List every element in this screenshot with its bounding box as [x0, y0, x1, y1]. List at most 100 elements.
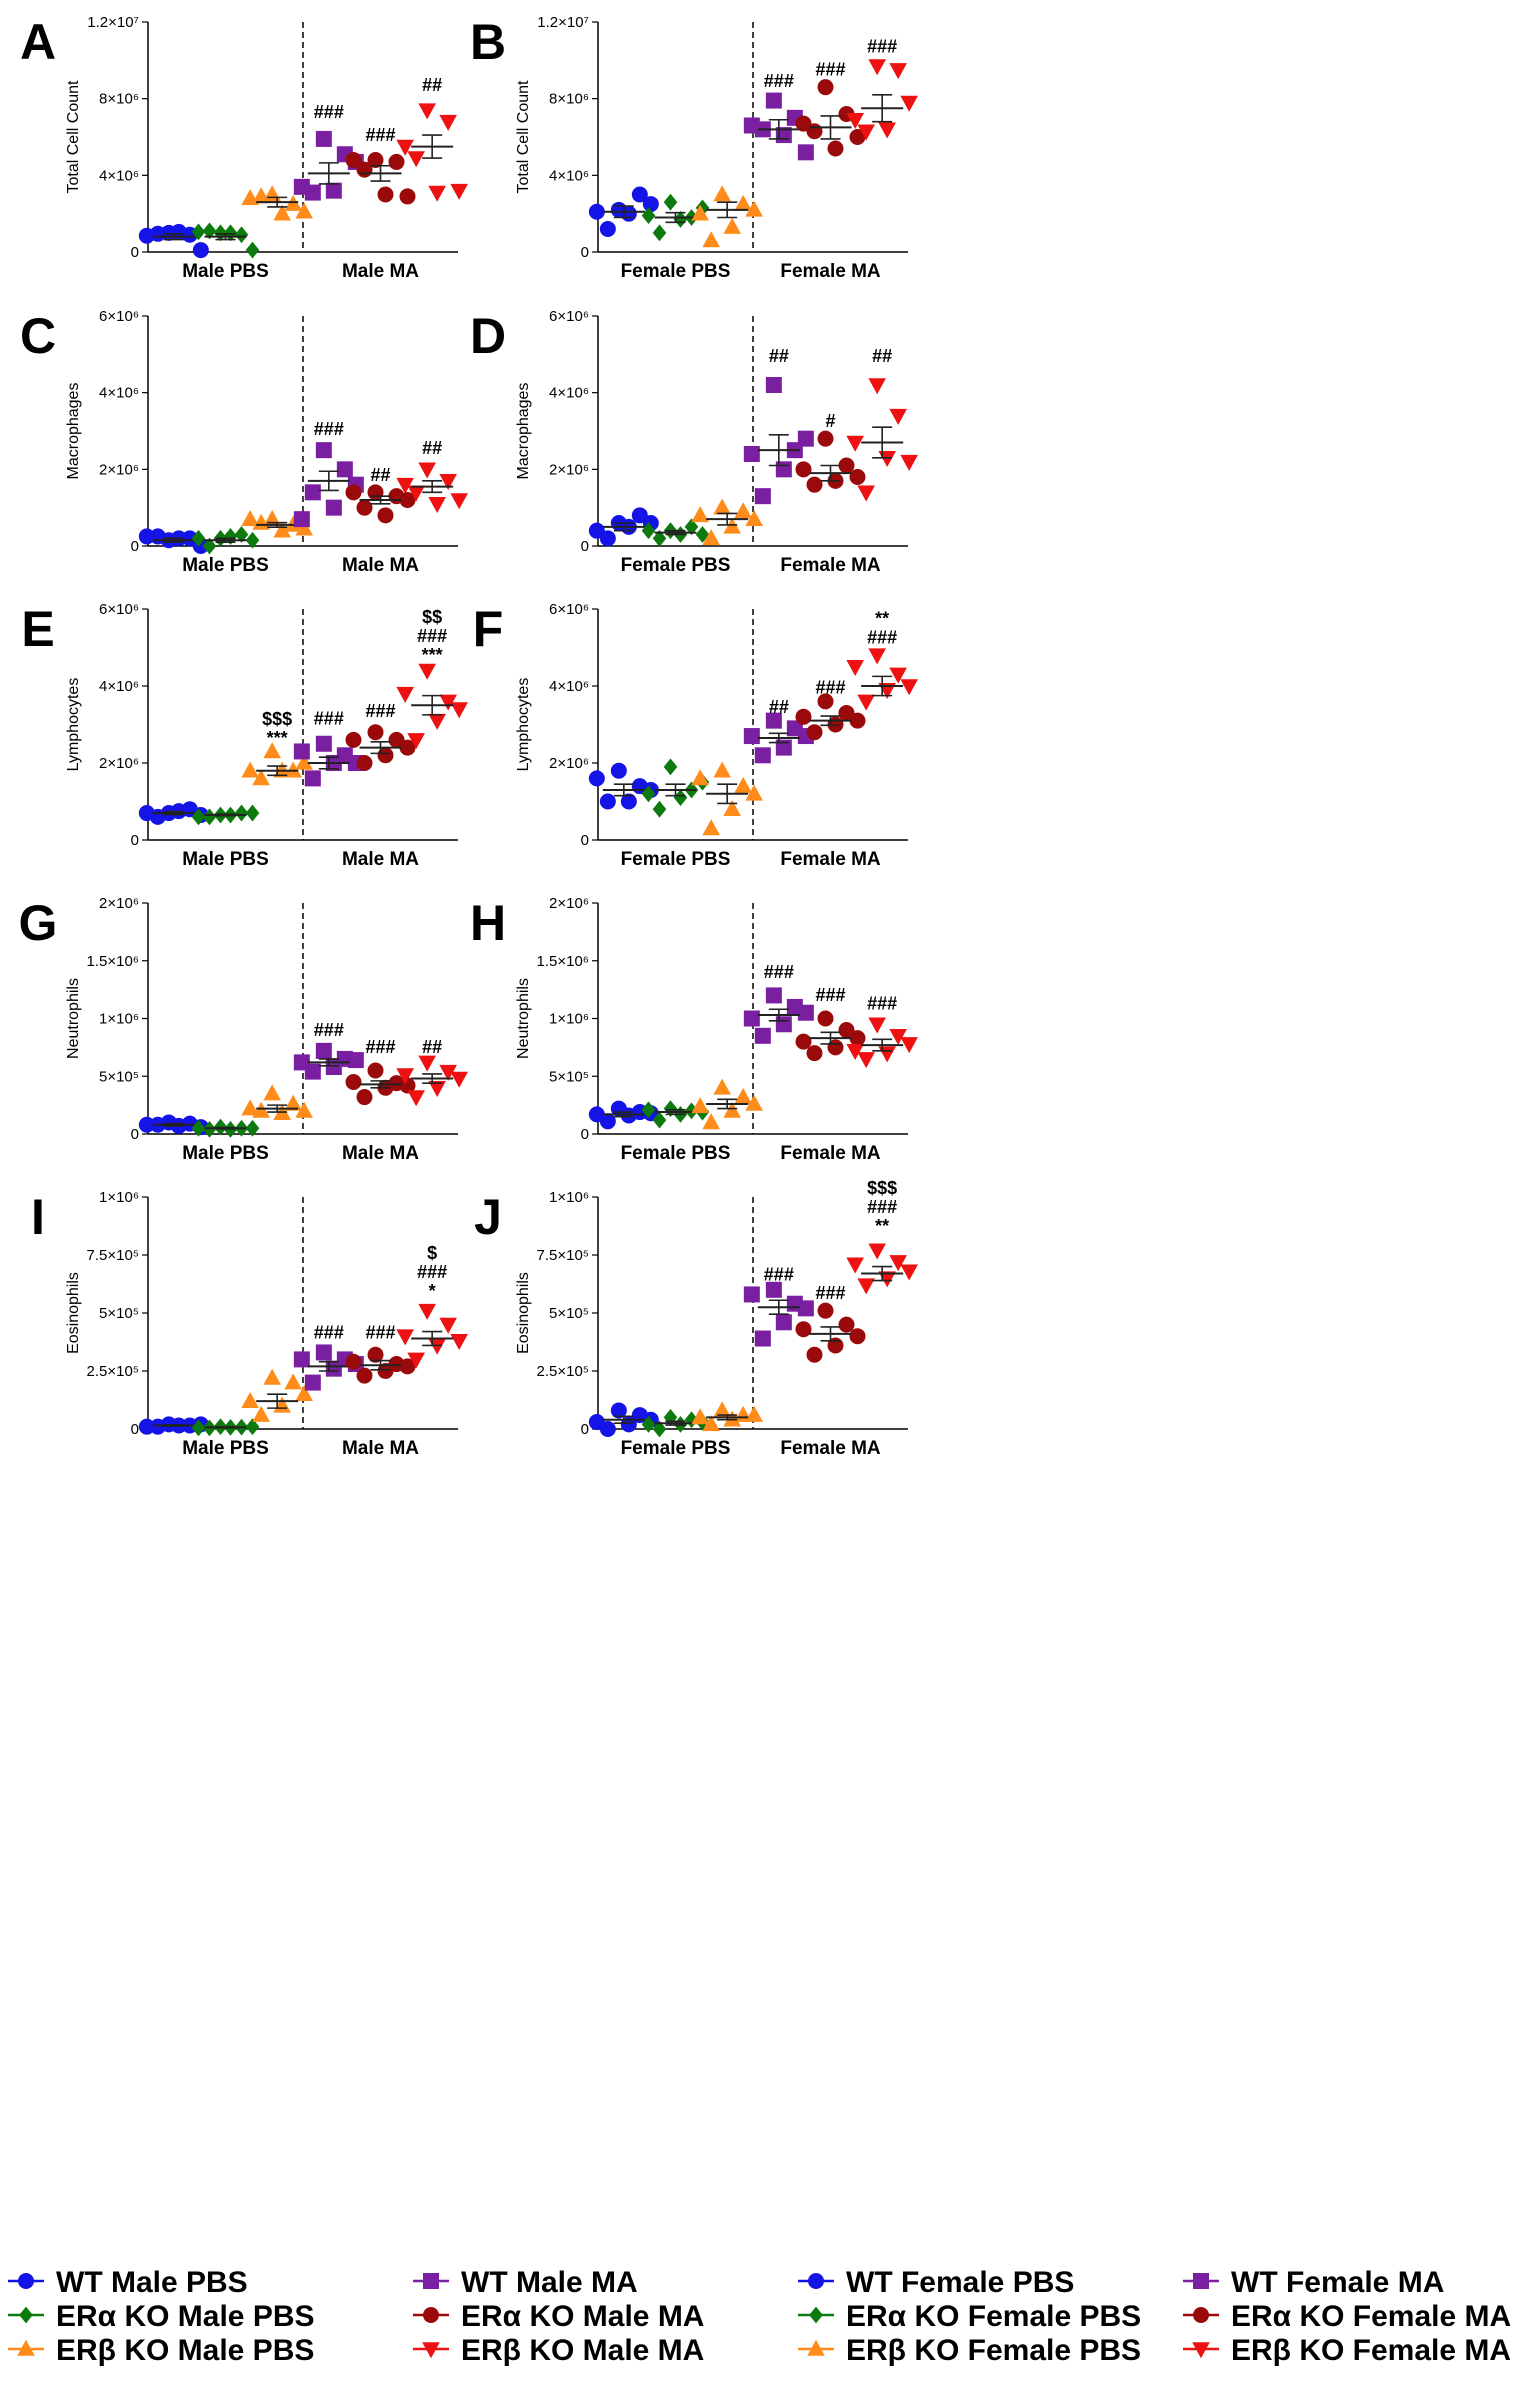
y-tick-label: 1.5×10⁶ [87, 953, 139, 970]
data-point [293, 178, 310, 195]
data-point [702, 1113, 720, 1130]
data-point [450, 702, 468, 719]
data-point [868, 1017, 886, 1034]
data-point [234, 226, 249, 244]
y-tick-label: 2×10⁶ [99, 755, 139, 772]
series-er-ko-female-pbs [691, 761, 763, 836]
data-point [695, 526, 710, 543]
y-tick-label: 5×10⁵ [549, 1305, 589, 1322]
panel-c: C Macrophages 0 2×10⁶ 4×10⁶ 6×10⁶ Male PBS Male… [20, 308, 468, 576]
legend-label: ERβ KO Male MA [461, 2334, 704, 2367]
panel-letter: J [474, 1189, 502, 1245]
data-point [691, 506, 709, 523]
data-point [889, 1255, 907, 1272]
series-er-ko-male-pbs [191, 526, 260, 555]
series-er-ko-male-pbs [241, 1084, 313, 1121]
group-label: Female PBS [621, 261, 731, 282]
y-tick-label: 2×10⁶ [549, 461, 589, 478]
data-point [775, 1314, 792, 1331]
y-tick-label: 7.5×10⁵ [536, 1247, 589, 1264]
data-point [857, 124, 875, 141]
data-point [765, 377, 782, 393]
data-point [588, 203, 605, 220]
data-point [795, 708, 812, 725]
data-point [396, 1329, 414, 1346]
significance-mark: ### [815, 60, 845, 80]
significance-mark: ### [314, 1020, 344, 1040]
data-point [702, 231, 720, 248]
data-point [641, 1415, 656, 1433]
significance-mark: ### [314, 102, 344, 122]
data-point [878, 451, 896, 468]
significance-mark: ### [867, 1197, 897, 1217]
data-point [202, 222, 217, 240]
data-point [418, 1055, 436, 1072]
data-point [428, 185, 446, 202]
y-tick-label: 1.2×10⁷ [87, 14, 139, 31]
data-point [241, 509, 259, 526]
y-tick-label: 0 [581, 832, 589, 849]
data-point [713, 185, 731, 202]
series-er-ko-male-ma [396, 663, 468, 750]
legend-marker [423, 2307, 439, 2323]
series-er-ko-male-pbs [241, 1368, 313, 1422]
legend-label: ERβ KO Female MA [1231, 2334, 1511, 2367]
data-point [745, 1405, 763, 1422]
y-tick-label: 4×10⁶ [99, 167, 139, 184]
data-point [743, 728, 760, 745]
legend-label: ERβ KO Male PBS [56, 2334, 314, 2367]
data-point [191, 223, 206, 241]
legend-marker [423, 2273, 439, 2289]
panel-i: I Eosinophils 0 2.5×10⁵ 5×10⁵ 7.5×10⁵ 1×10⁶ Mal… [31, 1189, 468, 1459]
group-label: Male MA [342, 555, 419, 576]
legend-marker [1193, 2307, 1209, 2323]
data-point [691, 1097, 709, 1114]
y-tick-label: 6×10⁶ [549, 601, 589, 618]
y-tick-label: 0 [131, 1421, 139, 1438]
significance-mark: ### [815, 678, 845, 698]
data-point [396, 1068, 414, 1085]
series-er-ko-female-ma [795, 79, 866, 157]
significance-mark: ### [764, 71, 794, 91]
y-axis-label: Total Cell Count [515, 80, 532, 194]
legend-item: WT Female PBS [798, 2266, 1074, 2299]
group-label: Female MA [780, 555, 881, 576]
series-er-ko-female-ma [795, 430, 866, 493]
legend-item: ERβ KO Male MA [413, 2334, 704, 2367]
data-point [857, 1052, 875, 1069]
data-point [795, 115, 812, 132]
data-point [295, 753, 313, 770]
y-axis-label: Lymphocytes [65, 678, 82, 772]
data-point [734, 1087, 752, 1104]
group-label: Female MA [780, 849, 881, 870]
series-er-ko-female-pbs [691, 1078, 763, 1130]
data-point [293, 511, 310, 528]
series-er-ko-male-pbs [191, 1418, 260, 1437]
y-tick-label: 6×10⁶ [99, 601, 139, 618]
series-wt-female-ma [743, 92, 814, 161]
significance-mark: ### [867, 993, 897, 1013]
significance-mark: ## [872, 346, 892, 366]
data-point [846, 659, 864, 676]
data-point [407, 1352, 425, 1369]
y-tick-label: 1.5×10⁶ [537, 953, 589, 970]
group-label: Male PBS [182, 849, 269, 870]
y-axis-label: Eosinophils [515, 1272, 532, 1354]
legend-label: WT Male PBS [56, 2266, 248, 2299]
data-point [345, 152, 362, 168]
data-point [367, 1346, 384, 1363]
legend-label: WT Female PBS [846, 2266, 1074, 2299]
data-point [599, 793, 616, 810]
data-point [723, 217, 741, 234]
data-point [663, 193, 678, 211]
data-point [702, 1415, 720, 1432]
data-point [642, 196, 659, 213]
data-point [325, 182, 342, 199]
data-point [684, 1102, 699, 1120]
data-point [450, 1334, 468, 1351]
data-point [284, 515, 302, 532]
data-point [191, 1119, 206, 1137]
data-point [641, 785, 656, 803]
data-point [245, 241, 260, 259]
data-point [304, 484, 321, 501]
